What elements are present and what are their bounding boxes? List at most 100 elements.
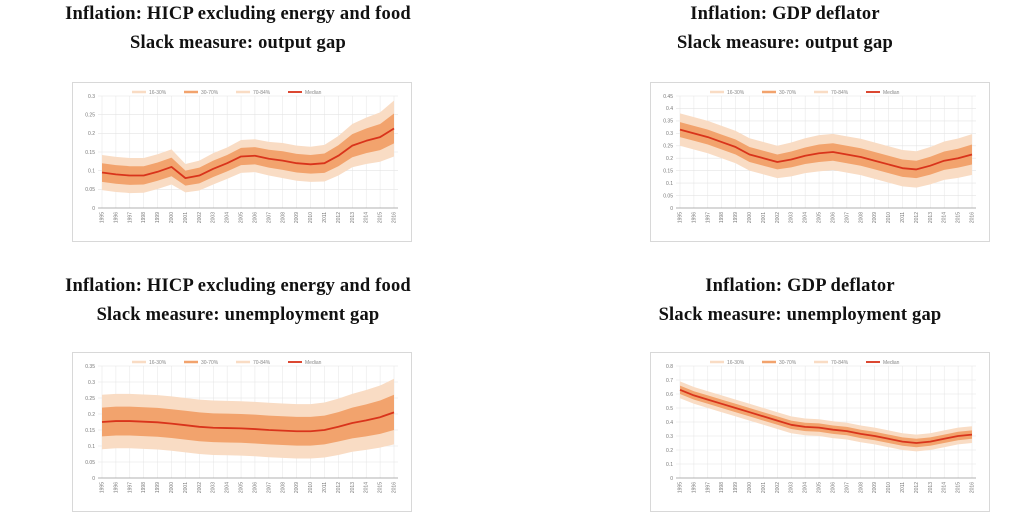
chart-4-title-line2: Slack measure: unemployment gap [658, 305, 942, 325]
x-tick-label: 2005 [239, 212, 245, 223]
x-tick-label: 2012 [914, 212, 920, 223]
chart-1-title-line1: Inflation: HICP excluding energy and foo… [65, 4, 411, 24]
x-tick-label: 1995 [100, 212, 106, 223]
x-tick-label: 2011 [322, 212, 328, 223]
x-tick-label: 1998 [719, 482, 725, 493]
x-tick-label: 1997 [705, 482, 711, 493]
x-tick-label: 2000 [169, 212, 175, 223]
legend-label: 70-84% [831, 360, 849, 366]
x-tick-label: 1996 [113, 482, 119, 493]
y-tick-label: 0.25 [85, 396, 95, 402]
x-tick-label: 2007 [266, 482, 272, 493]
x-tick-label: 1997 [127, 482, 133, 493]
x-tick-label: 2009 [294, 212, 300, 223]
x-tick-label: 1998 [719, 212, 725, 223]
x-tick-label: 2011 [900, 482, 906, 493]
legend-label: 30-70% [201, 360, 219, 366]
x-tick-label: 1997 [127, 212, 133, 223]
chart-1-title: Inflation: HICP excluding energy and foo… [0, 0, 476, 58]
chart-3: 0 0.05 0.1 0.15 0.2 0.25 0.3 0.35 1995 1996 1997 19… [72, 352, 412, 512]
x-tick-label: 2006 [252, 482, 258, 493]
x-tick-label: 2000 [747, 482, 753, 493]
x-tick-label: 2010 [886, 212, 892, 223]
x-tick-label: 2007 [844, 482, 850, 493]
y-tick-label: 0 [92, 476, 95, 482]
legend-label: 16-30% [149, 90, 167, 96]
x-tick-label: 2016 [392, 482, 398, 493]
legend-label: Median [883, 90, 900, 96]
x-tick-label: 1996 [691, 482, 697, 493]
legend-label: Median [305, 90, 322, 96]
y-tick-label: 0.4 [666, 106, 673, 112]
legend-label: 70-84% [253, 90, 271, 96]
x-tick-label: 2005 [817, 212, 823, 223]
y-tick-label: 0.05 [663, 193, 673, 199]
x-tick-label: 2004 [225, 212, 231, 223]
x-tick-label: 2005 [817, 482, 823, 493]
x-tick-label: 2015 [378, 482, 384, 493]
x-tick-label: 1999 [733, 482, 739, 493]
x-tick-label: 2011 [322, 482, 328, 493]
x-tick-label: 2010 [886, 482, 892, 493]
x-tick-label: 2015 [956, 482, 962, 493]
y-tick-label: 0.1 [666, 462, 673, 468]
x-tick-label: 1997 [705, 212, 711, 223]
x-tick-label: 2005 [239, 482, 245, 493]
x-tick-label: 2000 [747, 212, 753, 223]
y-tick-label: 0 [670, 476, 673, 482]
x-tick-label: 2013 [928, 212, 934, 223]
x-tick-label: 1999 [733, 212, 739, 223]
x-tick-label: 2000 [169, 482, 175, 493]
chart-2-title-line2: Slack measure: output gap [677, 33, 893, 53]
x-tick-label: 1995 [678, 212, 684, 223]
y-tick-label: 0.1 [88, 444, 95, 450]
legend-label: 30-70% [779, 360, 797, 366]
x-tick-label: 2006 [830, 482, 836, 493]
chart-4-title: Inflation: GDP deflator Slack measure: u… [576, 272, 1024, 330]
x-tick-label: 2008 [280, 482, 286, 493]
x-tick-label: 2001 [183, 482, 189, 493]
x-tick-label: 2003 [789, 482, 795, 493]
x-tick-label: 2008 [858, 212, 864, 223]
y-tick-label: 0 [670, 206, 673, 212]
x-tick-label: 2012 [336, 482, 342, 493]
x-tick-label: 2004 [225, 482, 231, 493]
x-tick-label: 2012 [914, 482, 920, 493]
y-tick-label: 0.15 [85, 428, 95, 434]
chart-2-title: Inflation: GDP deflator Slack measure: o… [642, 0, 928, 58]
x-tick-label: 2009 [872, 482, 878, 493]
chart-4-svg: 0 0.1 0.2 0.3 0.4 0.5 0.6 0.7 0.8 1995 1996 1997 199… [650, 352, 990, 512]
y-tick-label: 0.3 [666, 131, 673, 137]
band-30-70 [102, 113, 394, 186]
legend-label: 30-70% [201, 90, 219, 96]
x-tick-label: 2009 [872, 212, 878, 223]
legend-label: 70-84% [831, 90, 849, 96]
x-tick-label: 2013 [928, 482, 934, 493]
chart-3-title: Inflation: HICP excluding energy and foo… [0, 272, 476, 330]
y-tick-label: 0.2 [666, 156, 673, 162]
x-tick-label: 2006 [252, 212, 258, 223]
x-tick-label: 1999 [155, 212, 161, 223]
x-tick-label: 2014 [942, 212, 948, 223]
x-tick-label: 2013 [350, 212, 356, 223]
x-tick-label: 2010 [308, 212, 314, 223]
y-tick-label: 0.2 [88, 412, 95, 418]
x-tick-label: 2001 [183, 212, 189, 223]
x-tick-label: 2007 [844, 212, 850, 223]
legend-label: 16-30% [149, 360, 167, 366]
median-line [679, 128, 973, 171]
y-tick-label: 0.2 [88, 131, 95, 137]
band-30-70 [680, 385, 972, 448]
band-16-84 [680, 381, 972, 452]
median-line [679, 388, 973, 444]
x-tick-label: 2008 [858, 482, 864, 493]
y-tick-label: 0.3 [88, 94, 95, 100]
legend-label: Median [305, 360, 322, 366]
legend-label: 16-30% [727, 90, 745, 96]
x-tick-label: 1995 [100, 482, 106, 493]
chart-2-svg: 0 0.05 0.1 0.15 0.2 0.25 0.3 0.35 0.4 0.45 1995 199… [650, 82, 990, 242]
median-line [101, 411, 395, 433]
chart-3-title-line2: Slack measure: unemployment gap [96, 305, 380, 325]
y-tick-label: 0.25 [663, 144, 673, 150]
chart-1-svg: 0 0.05 0.1 0.15 0.2 0.25 0.3 1995 1996 1997 1998 19… [72, 82, 412, 242]
